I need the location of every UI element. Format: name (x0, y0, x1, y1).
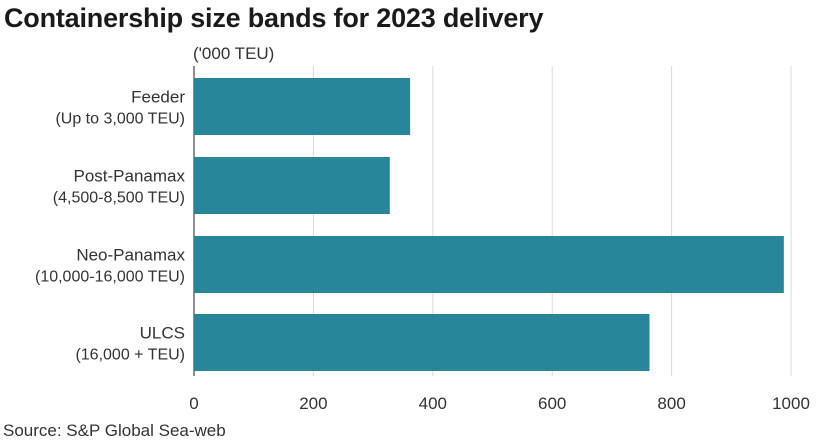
x-tick-label: 1000 (772, 394, 810, 413)
x-tick-label: 800 (657, 394, 685, 413)
category-label: Feeder (131, 88, 185, 107)
x-tick-label: 400 (419, 394, 447, 413)
category-label: ULCS (140, 324, 185, 343)
x-tick-label: 200 (299, 394, 327, 413)
bar-ulcs (194, 314, 650, 371)
bars (194, 78, 784, 371)
chart-title: Containership size bands for 2023 delive… (4, 3, 544, 33)
category-label: Post-Panamax (74, 167, 186, 186)
bar-neo-panamax (194, 236, 784, 293)
x-tick-label: 0 (189, 394, 198, 413)
bar-post-panamax (194, 157, 390, 214)
category-range-label: (Up to 3,000 TEU) (55, 111, 185, 128)
source-note: Source: S&P Global Sea-web (3, 421, 226, 440)
category-label: Neo-Panamax (76, 246, 185, 265)
category-range-label: (10,000-16,000 TEU) (35, 269, 185, 286)
unit-label: ('000 TEU) (193, 44, 275, 63)
category-labels: Feeder (Up to 3,000 TEU) Post-Panamax (4,50… (35, 88, 186, 364)
category-range-label: (4,500-8,500 TEU) (53, 190, 185, 207)
bar-feeder (194, 78, 411, 135)
category-range-label: (16,000 + TEU) (75, 347, 185, 364)
x-tick-labels: 0 200 400 600 800 1000 (189, 394, 810, 413)
x-tick-label: 600 (538, 394, 566, 413)
